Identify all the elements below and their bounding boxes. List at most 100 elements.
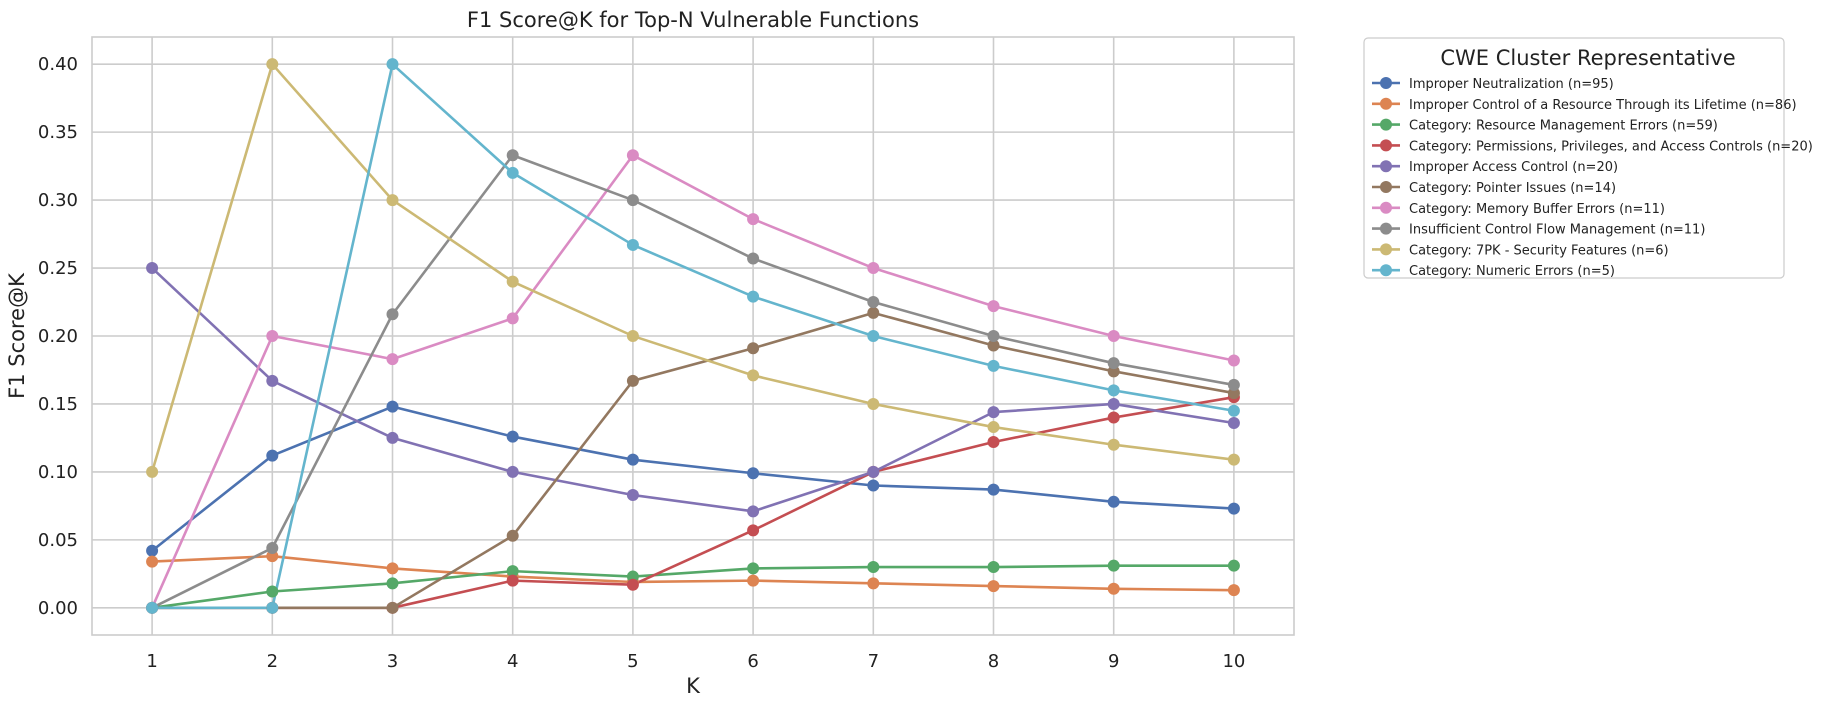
- data-point: [626, 238, 639, 251]
- legend-swatch-marker: [1380, 160, 1392, 173]
- data-point: [747, 562, 760, 575]
- legend-label: Insufficient Control Flow Management (n=…: [1409, 223, 1705, 238]
- data-point: [1227, 378, 1240, 391]
- x-tick-label: 6: [747, 651, 758, 672]
- legend-label: Improper Neutralization (n=95): [1409, 77, 1614, 92]
- data-point: [266, 58, 279, 71]
- legend-swatch-marker: [1380, 118, 1392, 131]
- legend-swatch-marker: [1380, 222, 1392, 235]
- y-tick-label: 0.15: [38, 394, 78, 415]
- data-point: [987, 359, 1000, 372]
- data-point: [626, 374, 639, 387]
- y-tick-label: 0.10: [38, 462, 78, 483]
- data-point: [506, 312, 519, 325]
- x-axis-label: K: [686, 674, 701, 698]
- data-point: [747, 524, 760, 537]
- data-point: [626, 149, 639, 162]
- data-point: [1107, 411, 1120, 424]
- data-point: [266, 449, 279, 462]
- data-point: [506, 149, 519, 162]
- data-point: [867, 577, 880, 590]
- x-tick-label: 2: [267, 651, 278, 672]
- series-points: [146, 58, 1240, 614]
- series-line-10: [152, 62, 1235, 610]
- legend-swatch-marker: [1380, 264, 1392, 277]
- data-point: [1107, 495, 1120, 508]
- legend: CWE Cluster Representative Improper Neut…: [1363, 37, 1813, 279]
- data-point: [1107, 397, 1120, 410]
- legend-label: Improper Access Control (n=20): [1409, 160, 1618, 175]
- data-point: [987, 580, 1000, 593]
- series-line-2: [152, 554, 1234, 592]
- data-point: [747, 290, 760, 303]
- data-point: [867, 330, 880, 342]
- legend-items: Improper Neutralization (n=95) Improper C…: [1372, 77, 1813, 279]
- data-point: [386, 308, 399, 321]
- data-point: [506, 529, 519, 542]
- data-point: [626, 578, 639, 591]
- y-tick-label: 0.35: [38, 122, 78, 143]
- data-point: [146, 544, 159, 557]
- data-point: [386, 562, 399, 575]
- series-line-7: [150, 153, 1235, 609]
- data-point: [506, 430, 519, 443]
- data-point: [987, 339, 1000, 352]
- data-point: [506, 465, 519, 478]
- data-point: [506, 166, 519, 179]
- x-tick-label: 8: [988, 651, 999, 672]
- data-point: [1227, 453, 1240, 466]
- data-point: [1227, 584, 1240, 597]
- legend-label: Category: Memory Buffer Errors (n=11): [1409, 202, 1665, 217]
- data-point: [1227, 416, 1240, 429]
- data-point: [747, 342, 760, 355]
- legend-label: Category: 7PK - Security Features (n=6): [1409, 243, 1669, 258]
- y-tick-label: 0.40: [38, 54, 78, 75]
- data-point: [747, 467, 760, 480]
- data-point: [747, 369, 760, 382]
- series-line-6: [152, 311, 1235, 610]
- legend-label: Category: Resource Management Errors (n=…: [1409, 119, 1718, 134]
- data-point: [867, 306, 880, 319]
- chart-title: F1 Score@K for Top-N Vulnerable Function…: [467, 8, 919, 32]
- data-point: [987, 300, 1000, 313]
- x-tick-label: 9: [1108, 651, 1119, 672]
- data-point: [1227, 354, 1240, 367]
- data-point: [1107, 438, 1120, 451]
- legend-swatch-marker: [1380, 97, 1392, 110]
- series-line-3: [151, 564, 1234, 610]
- y-tick-label: 0.25: [38, 258, 78, 279]
- data-point: [867, 465, 880, 478]
- x-tick-label: 4: [507, 651, 518, 672]
- data-point: [386, 601, 399, 614]
- legend-label: Category: Permissions, Privileges, and A…: [1409, 139, 1813, 154]
- data-point: [386, 194, 399, 207]
- legend-swatch-marker: [1380, 243, 1392, 256]
- data-point: [1227, 502, 1240, 515]
- x-tick-label: 5: [627, 651, 638, 672]
- data-point: [1107, 384, 1120, 397]
- data-point: [386, 431, 399, 444]
- x-tick-label: 1: [146, 651, 157, 672]
- series-line-5: [151, 267, 1235, 513]
- data-point: [987, 436, 1000, 449]
- data-point: [626, 489, 639, 502]
- series-line-8: [151, 153, 1235, 609]
- data-point: [867, 296, 880, 309]
- data-point: [747, 213, 760, 226]
- y-tick-label: 0.00: [38, 598, 78, 619]
- data-point: [867, 479, 880, 492]
- legend-swatch-marker: [1380, 201, 1392, 214]
- data-point: [867, 561, 880, 574]
- legend-label: Category: Numeric Errors (n=5): [1409, 264, 1615, 279]
- data-point: [987, 421, 1000, 434]
- x-tick-label: 3: [387, 651, 398, 672]
- series-line-1: [151, 405, 1234, 552]
- data-point: [146, 555, 159, 568]
- data-point: [506, 275, 519, 288]
- data-point: [626, 194, 639, 207]
- data-point: [747, 505, 760, 518]
- series-lines: [150, 62, 1235, 610]
- series-line-9: [150, 62, 1235, 473]
- data-point: [146, 262, 159, 275]
